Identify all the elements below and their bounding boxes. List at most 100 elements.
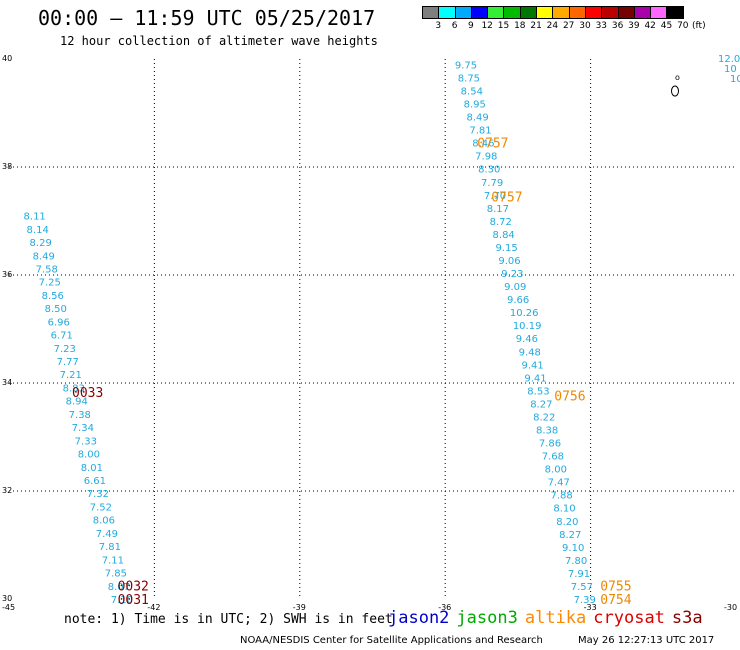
wave-height-value: 8.38 — [536, 425, 558, 436]
wave-height-value: 7.88 — [550, 491, 572, 502]
legend-bin-label: 18 — [514, 21, 526, 31]
wave-height-value: 8.72 — [490, 217, 512, 228]
satellite-cryosat: cryosat — [593, 608, 665, 628]
legend-swatch — [601, 6, 618, 19]
wave-height-value: 9.10 — [562, 543, 584, 554]
wave-height-value: 8.49 — [33, 251, 55, 262]
edge-value: 10 — [724, 64, 737, 75]
satellite-jason3: jason3 — [456, 608, 518, 628]
legend-bin-label: 12 — [481, 21, 493, 31]
wave-height-value: 7.77 — [57, 357, 79, 368]
wave-height-value: 9.41 — [522, 360, 544, 371]
legend-swatch — [438, 6, 455, 19]
legend-bin-label: 15 — [497, 21, 510, 31]
legend-swatch — [633, 6, 651, 19]
legend-bin-label: 42 — [644, 21, 656, 31]
wave-height-value: 9.46 — [516, 334, 538, 345]
satellite-s3a: s3a — [671, 608, 703, 628]
legend-swatch — [536, 6, 553, 19]
wave-height-value: 9.09 — [504, 282, 526, 293]
lat-tick-label: 36 — [2, 270, 12, 279]
legend-swatch — [503, 6, 520, 19]
legend-bin-label: 9 — [468, 21, 474, 31]
wave-height-value: 8.27 — [530, 399, 552, 410]
wave-height-value: 8.10 — [553, 504, 575, 515]
track-west: 8.11 8.14 8.29 8.49 7.58 7.25 8.56 8.50 6.96 6.71… — [24, 212, 134, 606]
lon-tick-label: -39 — [293, 603, 306, 612]
legend-bin-label: 24 — [546, 21, 559, 31]
wave-height-value: 7.80 — [565, 556, 587, 567]
generation-timestamp: May 26 12:27:13 UTC 2017 — [578, 635, 715, 646]
wave-height-value: 10.26 — [510, 308, 539, 319]
wave-height-value: 7.47 — [548, 478, 570, 489]
pass-time-label: 0756 — [554, 389, 585, 404]
wave-height-value: 6.96 — [48, 317, 70, 328]
map-title: 00:00 — 11:59 UTC 05/25/2017 — [38, 6, 376, 30]
wave-height-value: 8.75 — [458, 73, 480, 84]
legend-bin-label: 3 — [435, 21, 442, 31]
wave-height-value: 9.06 — [498, 256, 520, 267]
lon-tick-label: -45 — [2, 603, 15, 612]
wave-height-value: 8.53 — [527, 386, 549, 397]
wave-height-value: 7.39 — [574, 595, 596, 606]
lat-tick-label: 34 — [2, 378, 12, 387]
wave-height-value: 7.52 — [90, 502, 112, 513]
wave-height-value: 7.91 — [568, 569, 590, 580]
wave-height-value: 7.33 — [75, 436, 97, 447]
wave-height-value: 9.41 — [524, 373, 546, 384]
track-north: 9.75 8.75 8.54 8.95 8.49 7.81 8.46 7.98 8.30 7.79… — [455, 60, 596, 606]
legend-swatch — [666, 6, 683, 19]
wave-height-value: 7.11 — [102, 555, 124, 566]
legend-bin-label: 30 — [579, 21, 591, 31]
wave-height-value: 7.81 — [99, 542, 121, 553]
point-outline — [671, 85, 679, 97]
lat-tick-label: 38 — [2, 162, 12, 171]
wave-height-value: 8.17 — [487, 204, 509, 215]
altimeter-tracks: 8.11 8.14 8.29 8.49 7.58 7.25 8.56 8.50 6.96 6.71… — [24, 60, 596, 606]
wave-height-value: 8.54 — [461, 86, 483, 97]
wave-height-value: 8.84 — [493, 230, 515, 241]
wave-height-value: 8.27 — [559, 530, 581, 541]
wave-height-value: 6.61 — [84, 476, 106, 487]
pass-time-label: 0033 — [72, 386, 103, 401]
wave-height-value: 8.49 — [466, 113, 488, 124]
wave-height-value: 8.56 — [42, 291, 64, 302]
wave-height-value: 10.19 — [513, 321, 542, 332]
wave-height-value: 8.01 — [81, 463, 103, 474]
legend-swatch — [552, 6, 569, 19]
wave-height-value: 7.34 — [72, 423, 94, 434]
credit-line: NOAA/NESDIS Center for Satellite Applica… — [240, 635, 543, 646]
wave-height-value: 9.15 — [495, 243, 517, 254]
legend-bin-label: 21 — [530, 21, 542, 31]
legend-bin-label: 45 — [660, 21, 673, 31]
legend-bin-label: 70 — [677, 21, 689, 31]
satellite-jason2: jason2 — [388, 608, 450, 628]
wave-height-value: 8.20 — [556, 517, 578, 528]
wave-height-value: 7.38 — [69, 410, 91, 421]
lon-tick-label: -36 — [438, 603, 451, 612]
wave-height-value: 8.00 — [545, 465, 567, 476]
wave-height-value: 7.23 — [54, 344, 76, 355]
edge-value: 10 — [730, 74, 740, 85]
wave-height-value: 8.00 — [78, 450, 100, 461]
legend-bin-label: 33 — [595, 21, 608, 31]
legend-bin-label: 36 — [611, 21, 624, 31]
legend-swatch — [568, 6, 585, 19]
wave-height-value: 7.10 — [111, 595, 133, 606]
pass-time-label: 0755 — [600, 580, 631, 595]
lon-tick-label: -30 — [724, 603, 737, 612]
legend-bin-label: 27 — [562, 21, 575, 31]
wave-height-value: 8.83 — [63, 383, 85, 394]
pass-time-label: 0757 — [491, 191, 522, 206]
wave-height-value: 9.23 — [501, 269, 523, 280]
pass-time-label: 0754 — [600, 593, 631, 608]
wave-height-value: 7.70 — [484, 191, 506, 202]
wave-height-value: 7.58 — [36, 264, 58, 275]
legend-swatch — [487, 6, 504, 19]
wave-height-value: 7.68 — [542, 452, 564, 463]
wave-height-value: 8.14 — [27, 225, 49, 236]
wave-height-value: 7.85 — [105, 569, 127, 580]
